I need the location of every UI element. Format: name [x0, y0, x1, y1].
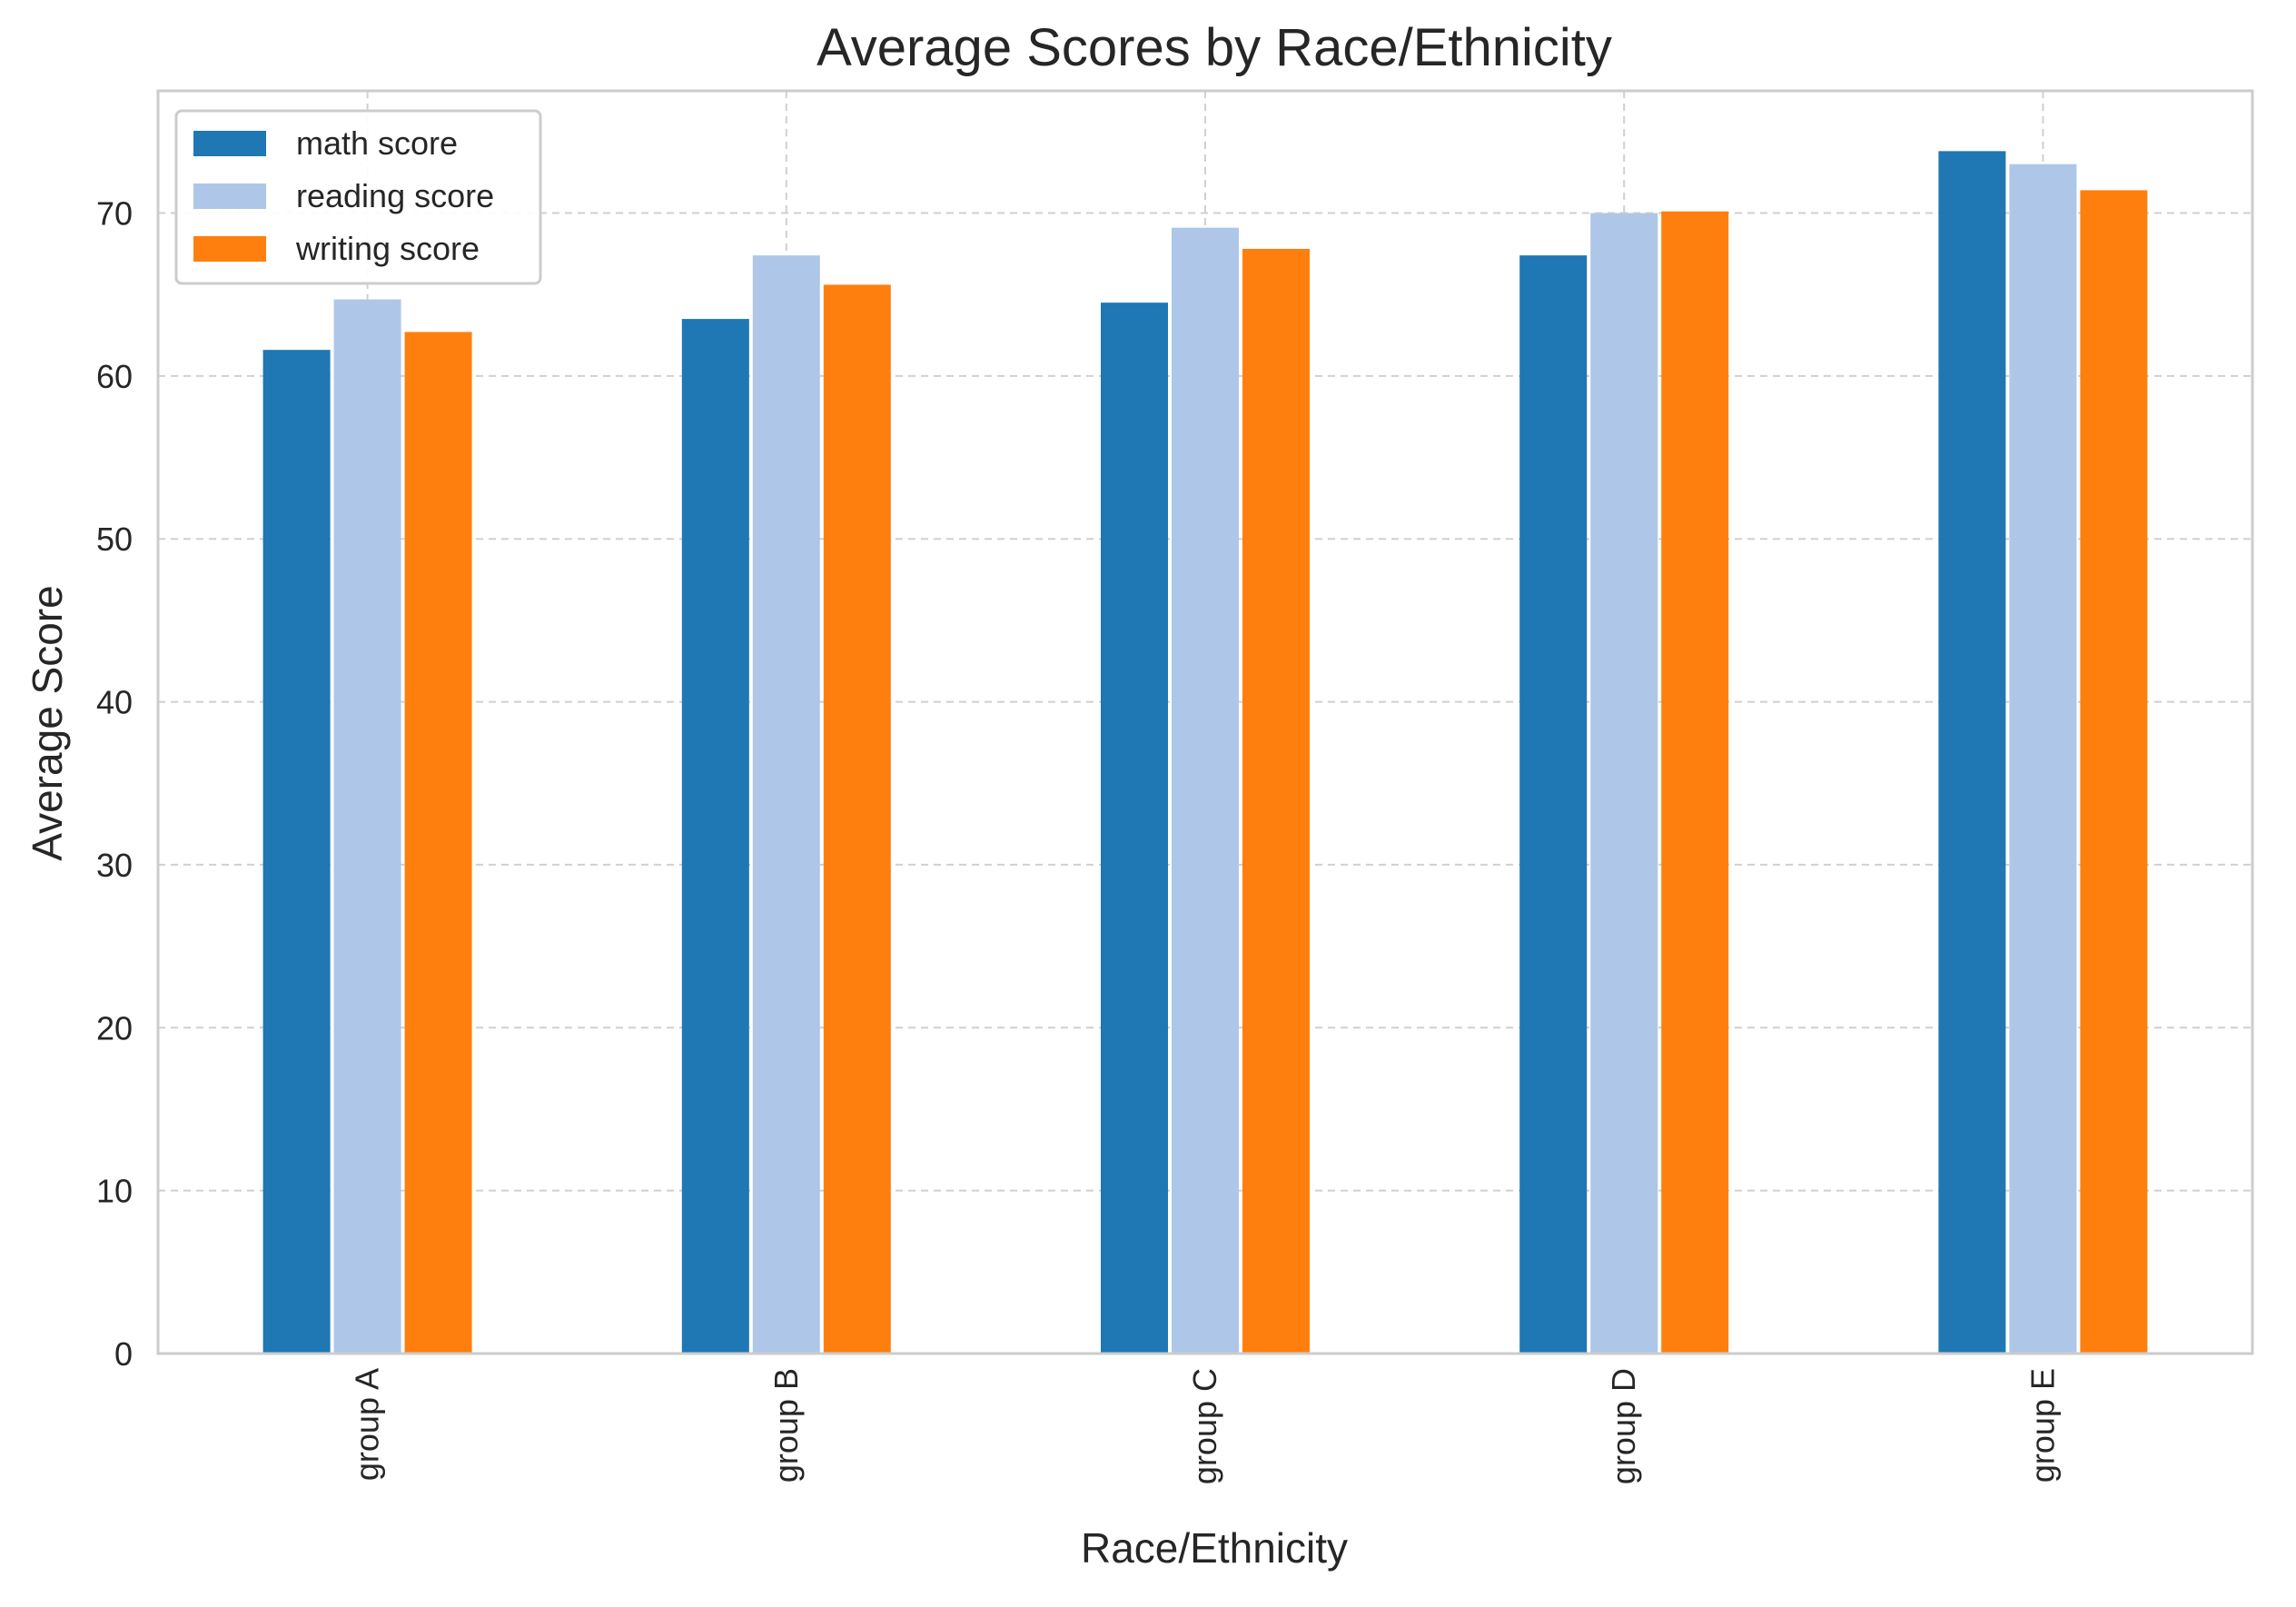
x-tick-label: group E — [2024, 1368, 2061, 1483]
bar — [1938, 151, 2006, 1354]
bar — [1242, 248, 1310, 1354]
bar — [1172, 227, 1239, 1354]
x-axis-label: Race/Ethnicity — [1081, 1524, 1348, 1572]
x-tick-label: group A — [349, 1368, 386, 1481]
x-tick-label: group D — [1605, 1368, 1642, 1484]
y-tick-labels: 0 10 20 30 40 50 60 70 — [96, 195, 133, 1373]
legend-label: math score — [296, 124, 458, 162]
bar — [1661, 211, 1729, 1354]
legend-swatch — [193, 236, 266, 262]
bar — [823, 284, 891, 1354]
bar — [333, 299, 401, 1354]
bars — [262, 151, 2148, 1354]
bar — [681, 319, 749, 1354]
legend-label: reading score — [296, 177, 494, 214]
y-tick-label: 50 — [96, 521, 133, 558]
y-tick-label: 0 — [114, 1335, 133, 1373]
x-tick-labels: group A group B group C group D group E — [349, 1368, 2062, 1484]
legend-items: math score reading score writing score — [193, 124, 494, 267]
bar — [2080, 190, 2148, 1354]
y-tick-label: 60 — [96, 358, 133, 395]
bar — [404, 332, 472, 1354]
y-tick-label: 10 — [96, 1173, 133, 1210]
x-tick-label: group C — [1186, 1368, 1223, 1484]
bar — [262, 350, 331, 1354]
bar — [1101, 303, 1168, 1354]
bar — [1519, 255, 1588, 1354]
bar — [752, 255, 820, 1354]
bar — [1590, 213, 1658, 1354]
legend-swatch — [193, 131, 266, 156]
y-axis-label: Average Score — [24, 585, 71, 860]
y-tick-label: 70 — [96, 195, 133, 233]
bar — [2009, 164, 2077, 1354]
y-tick-label: 20 — [96, 1009, 133, 1047]
legend-label: writing score — [295, 230, 480, 267]
legend: math score reading score writing score — [174, 109, 542, 285]
y-tick-label: 30 — [96, 847, 133, 884]
legend-swatch — [193, 184, 266, 209]
y-tick-label: 40 — [96, 684, 133, 721]
chart-title: Average Scores by Race/Ethnicity — [816, 18, 1612, 77]
x-tick-label: group B — [767, 1368, 805, 1483]
plot-frame — [156, 89, 2254, 1355]
legend-box — [174, 109, 542, 285]
